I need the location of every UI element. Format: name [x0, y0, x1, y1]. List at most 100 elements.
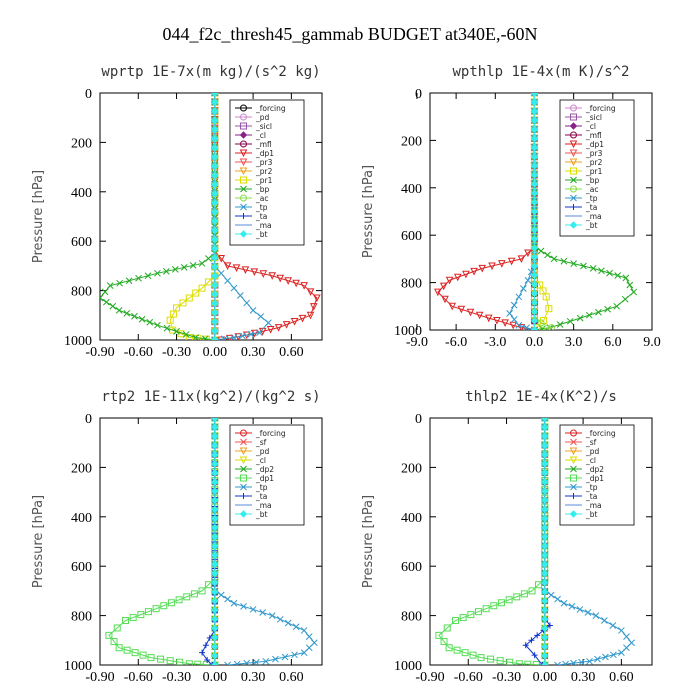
legend-label: _cl: [585, 456, 596, 465]
legend-label: _tp: [585, 194, 598, 203]
series-point: [618, 649, 625, 657]
series-point: [249, 606, 257, 613]
series-point: [515, 321, 523, 329]
series-point: [144, 608, 152, 616]
legend-label: _tp: [585, 483, 598, 492]
series-point: [570, 260, 578, 267]
x-tick-label: -0.60: [454, 670, 483, 685]
series-point: [211, 469, 219, 477]
series-point: [224, 661, 231, 665]
y-tick-label: 600: [401, 229, 422, 244]
legend-label: _bp: [585, 176, 600, 185]
legend-marker: [570, 104, 577, 112]
series-point: [462, 270, 470, 279]
legend-marker: [239, 158, 248, 167]
series-point: [101, 288, 109, 296]
series-point: [445, 276, 454, 285]
series-point: [618, 627, 625, 634]
series-point: [309, 303, 318, 311]
legend-label: _ta: [585, 203, 597, 212]
series-point: [129, 614, 137, 622]
series-point: [211, 253, 219, 262]
series-point: [501, 319, 509, 328]
series-point: [292, 279, 300, 288]
series-point: [224, 595, 231, 603]
series-point: [211, 336, 219, 340]
legend-label: _bt: [585, 221, 598, 230]
x-tick-label: 0.60: [609, 670, 634, 685]
legend-label: _tp: [255, 203, 268, 212]
series-point: [490, 602, 498, 610]
series-point: [541, 469, 549, 477]
legend-label: _pr3: [255, 158, 273, 167]
legend-label: _ac: [585, 185, 598, 194]
x-tick-label: -0.30: [492, 670, 521, 685]
legend-marker: [240, 104, 247, 112]
series-point: [524, 249, 532, 258]
series-point: [497, 599, 505, 607]
legend-label: _sicl: [255, 122, 272, 131]
legend-marker: [240, 438, 247, 446]
series-point: [461, 649, 469, 657]
series-point: [211, 98, 219, 106]
x-tick-label: 6.0: [604, 335, 622, 350]
legend-label: _sf: [585, 438, 597, 447]
x-tick-label: -3.0: [484, 335, 506, 350]
x-tick-label: 9.0: [643, 335, 661, 350]
legend-label: _bt: [255, 510, 268, 519]
series-point: [211, 661, 219, 665]
legend-marker: [570, 465, 577, 473]
legend-marker: [239, 456, 248, 465]
series-point: [211, 290, 219, 298]
y-tick-label: 600: [71, 235, 92, 250]
series-point: [530, 116, 539, 125]
y-tick-label: 0: [415, 87, 422, 102]
series-point: [613, 302, 621, 310]
y-axis-label: Pressure [hPa]: [361, 165, 376, 258]
legend-label: _forcing: [585, 429, 616, 438]
series-point: [541, 418, 549, 422]
series-point: [110, 638, 118, 646]
series-point: [541, 597, 549, 605]
series-point: [531, 652, 538, 659]
series-point: [474, 608, 482, 616]
series-point: [580, 262, 587, 270]
series-point: [520, 285, 527, 292]
series-point: [562, 660, 569, 665]
series-point: [211, 624, 219, 633]
series-point: [435, 631, 443, 639]
series-point: [211, 208, 219, 216]
y-tick-label: 1000: [394, 324, 422, 339]
series-point: [515, 293, 523, 301]
series-point: [530, 244, 539, 252]
series-point: [305, 633, 313, 640]
series-point: [586, 657, 593, 665]
series-point: [530, 216, 539, 225]
series-point: [568, 602, 576, 610]
series-point: [274, 324, 283, 332]
series-point: [459, 614, 467, 622]
legend: _forcing_pd_sicl_cl_mfl_dp1_pr3_pr2_pr1_…: [229, 99, 305, 246]
series-point: [541, 661, 549, 665]
x-tick-label: -0.60: [124, 345, 153, 360]
series-point: [466, 308, 475, 317]
series-point: [547, 591, 555, 599]
legend-marker: [569, 447, 578, 456]
legend-marker: [239, 447, 248, 456]
series-point: [478, 264, 487, 273]
series-point: [523, 324, 530, 330]
series-point: [541, 432, 549, 441]
series-point: [211, 244, 219, 253]
series-point: [211, 93, 219, 97]
series-point: [268, 272, 277, 280]
series-point: [211, 171, 219, 180]
series-point: [211, 189, 219, 198]
series-point: [131, 312, 138, 320]
series-point: [160, 602, 168, 610]
series-point: [541, 418, 549, 422]
series-point: [496, 657, 504, 665]
series-point: [539, 662, 546, 665]
series-point: [291, 651, 298, 659]
series-point: [614, 272, 622, 279]
series-point: [243, 299, 251, 307]
